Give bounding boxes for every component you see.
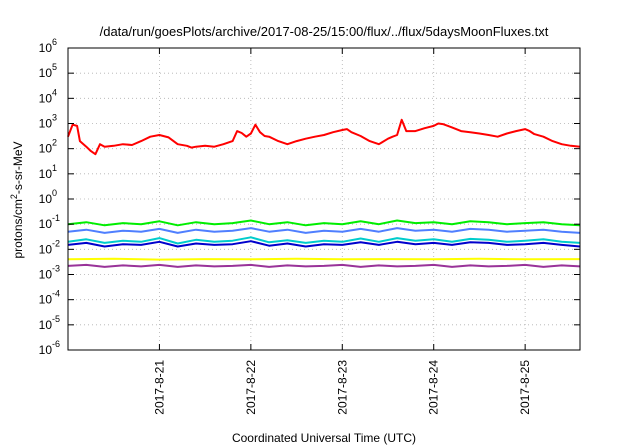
y-tick-exponent: -2 [52,238,60,248]
y-tick-exponent: 6 [52,37,57,47]
y-tick-label: 10 [39,167,53,181]
y-tick-exponent: 4 [52,87,57,97]
y-tick-exponent: 0 [52,188,57,198]
x-tick-label: 2017-8-23 [335,360,349,415]
x-tick-label: 2017-8-25 [518,360,532,415]
y-axis-label: protons/cm2-s-sr-MeV [9,141,25,258]
y-tick-exponent: -4 [52,289,60,299]
y-tick-exponent: 2 [52,138,57,148]
series-line-7 [67,263,581,268]
y-tick-label: 10 [39,142,53,156]
y-tick-label: 10 [39,66,53,80]
y-tick-exponent: 5 [52,62,57,72]
y-tick-label: 10 [39,217,53,231]
y-tick-exponent: -3 [52,264,60,274]
data-series [67,118,581,268]
y-tick-label: 10 [39,117,53,131]
y-tick-label: 10 [39,192,53,206]
y-tick-label: 10 [39,268,53,282]
y-tick-exponent: -5 [52,314,60,324]
y-tick-label: 10 [39,293,53,307]
x-tick-label: 2017-8-24 [427,360,441,415]
axis-ticks: 10 -610 -510 -410 -310 -210 -110 010 110 210 310 41… [39,37,580,415]
y-tick-exponent: 3 [52,113,57,123]
y-tick-label: 10 [39,318,53,332]
y-tick-label: 10 [39,41,53,55]
series-line-1 [67,118,581,156]
series-line-6 [67,257,581,261]
plot-frame [67,47,581,351]
x-axis-label: Coordinated Universal Time (UTC) [232,431,416,445]
y-tick-exponent: 1 [52,163,57,173]
series-line-5 [67,240,581,248]
y-tick-label: 10 [39,91,53,105]
y-tick-label: 10 [39,242,53,256]
grid-lines [68,48,580,350]
y-tick-exponent: -1 [52,213,60,223]
y-tick-exponent: -6 [52,339,60,349]
x-tick-label: 2017-8-22 [244,360,258,415]
series-line-3 [67,236,581,245]
series-line-2 [67,219,581,227]
chart-title: /data/run/goesPlots/archive/2017-08-25/1… [100,24,549,39]
y-tick-label: 10 [39,343,53,357]
x-tick-label: 2017-8-21 [152,360,166,415]
series-line-4 [67,227,581,234]
